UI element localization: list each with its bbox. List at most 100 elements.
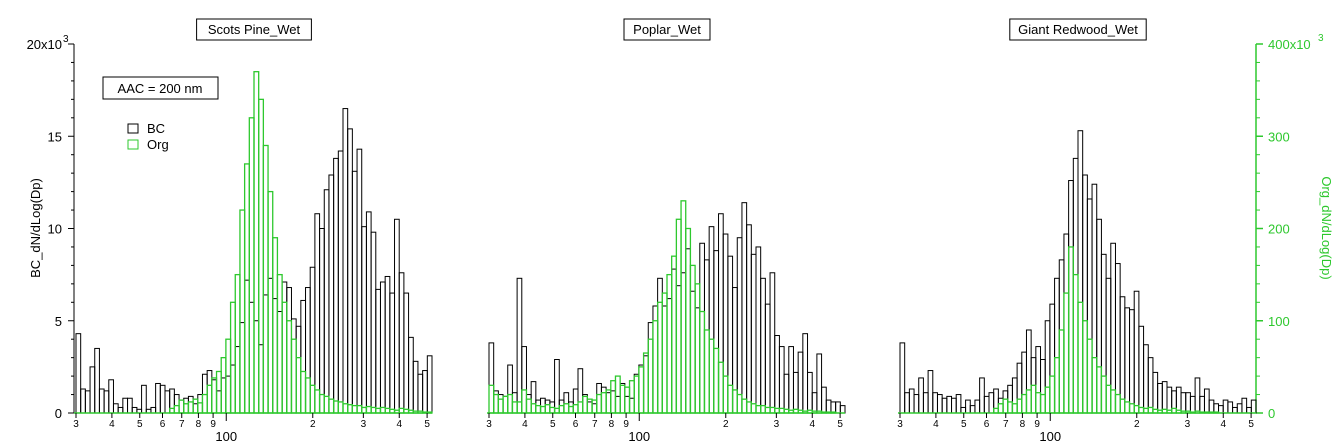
bar-bc	[1096, 218, 1102, 414]
bar-org	[507, 393, 514, 414]
bar-bc	[276, 311, 283, 414]
right-y-tick-label: 0	[1268, 406, 1275, 421]
bar-bc	[1044, 320, 1051, 414]
bar-bc	[1222, 399, 1229, 414]
bar-org	[511, 401, 518, 414]
bar-bc	[379, 281, 386, 414]
bar-org	[610, 380, 617, 414]
bar-bc	[1180, 392, 1187, 414]
x-tick-label: 100	[215, 429, 237, 444]
x-tick-label: 3	[774, 419, 780, 430]
bar-bc	[290, 318, 297, 414]
x-tick-label: 4	[933, 419, 939, 430]
bar-bc	[98, 388, 105, 414]
left-y-tick-label: 0	[55, 406, 62, 421]
bar-bc	[722, 233, 729, 414]
bar-bc	[764, 303, 771, 414]
bar-bc	[80, 388, 86, 414]
x-tick-label: 4	[522, 419, 528, 430]
bar-org	[314, 389, 321, 414]
bar-bc	[997, 397, 1004, 414]
bar-bc	[941, 397, 948, 414]
x-tick-label: 100	[1039, 429, 1061, 444]
bar-bc	[488, 342, 495, 414]
bar-org	[521, 389, 528, 414]
bar-org	[1096, 366, 1103, 414]
bar-org	[229, 301, 236, 414]
bar-bc	[960, 406, 967, 414]
bar-bc	[596, 382, 602, 414]
bar-bc	[802, 333, 809, 414]
right-y-axis: 0 100 200 300 400x10 3 Org_dN/dLog(Dp)	[1255, 33, 1334, 421]
bar-bc	[778, 346, 785, 414]
bar-org	[525, 398, 532, 414]
bar-bc	[1236, 403, 1243, 414]
bar-bc	[1035, 346, 1042, 414]
bar-bc	[333, 157, 339, 414]
bar-bc	[1129, 309, 1135, 414]
bar-org	[563, 403, 570, 414]
bar-org	[332, 400, 339, 414]
bar-org	[647, 338, 654, 414]
bar-org	[600, 392, 607, 414]
bar-org	[675, 218, 682, 414]
x-tick-label: 3	[897, 419, 903, 430]
bar-org	[1058, 329, 1065, 414]
bar-bc	[807, 371, 813, 414]
bar-bc	[117, 406, 124, 414]
panel-title: Poplar_Wet	[633, 22, 701, 37]
bar-bc	[319, 228, 325, 414]
bar-bc	[955, 394, 962, 414]
bar-org	[379, 406, 386, 414]
bar-bc	[309, 266, 316, 414]
bar-bc	[951, 397, 957, 414]
x-tick-label: 8	[196, 419, 202, 430]
bar-bc	[685, 248, 691, 414]
bar-bc	[1002, 390, 1009, 414]
bar-bc	[94, 347, 100, 414]
bar-bc	[899, 342, 906, 414]
bar-org	[318, 393, 325, 414]
x-tick-label: 9	[210, 419, 216, 430]
panel-title: Scots Pine_Wet	[208, 22, 301, 37]
bar-bc	[1072, 157, 1079, 414]
bar-bc	[1147, 357, 1154, 414]
left-y-axis-label: BC_dN/dLog(Dp)	[28, 178, 43, 278]
bar-org	[497, 398, 504, 414]
bar-org	[572, 404, 579, 414]
panel-title: Giant Redwood_Wet	[1018, 22, 1138, 37]
bar-bc	[272, 298, 278, 414]
bar-bc	[1100, 253, 1107, 414]
left-y-tick-exponent: 3	[63, 34, 69, 45]
bar-bc	[375, 288, 381, 414]
bar-org	[628, 380, 635, 414]
x-tick-label: 9	[623, 419, 629, 430]
bar-org	[1105, 384, 1112, 414]
bar-bc	[629, 397, 635, 414]
bar-org	[1119, 398, 1126, 414]
left-y-tick-label: 20x10	[27, 37, 62, 52]
bar-bc	[1171, 390, 1177, 414]
bar-bc	[337, 150, 344, 414]
x-tick-label: 4	[809, 419, 815, 430]
bar-bc	[169, 388, 175, 414]
bar-org	[614, 375, 621, 414]
x-tick-label: 5	[961, 419, 967, 430]
bar-bc	[1161, 381, 1168, 414]
bar-bc	[347, 128, 353, 414]
x-tick-label: 6	[573, 419, 579, 430]
bar-bc	[927, 370, 934, 414]
bar-bc	[624, 395, 631, 414]
bar-bc	[535, 399, 542, 414]
x-tick-label: 7	[592, 419, 598, 430]
bar-bc	[497, 394, 504, 414]
bar-org	[493, 393, 500, 414]
bar-bc	[103, 390, 110, 414]
bar-bc	[821, 386, 827, 414]
bar-bc	[305, 287, 311, 414]
bar-bc	[1208, 399, 1215, 414]
legend-swatch-bc	[127, 123, 139, 134]
bar-bc	[342, 108, 349, 414]
x-tick-label: 7	[179, 419, 185, 430]
bar-org	[736, 393, 743, 414]
